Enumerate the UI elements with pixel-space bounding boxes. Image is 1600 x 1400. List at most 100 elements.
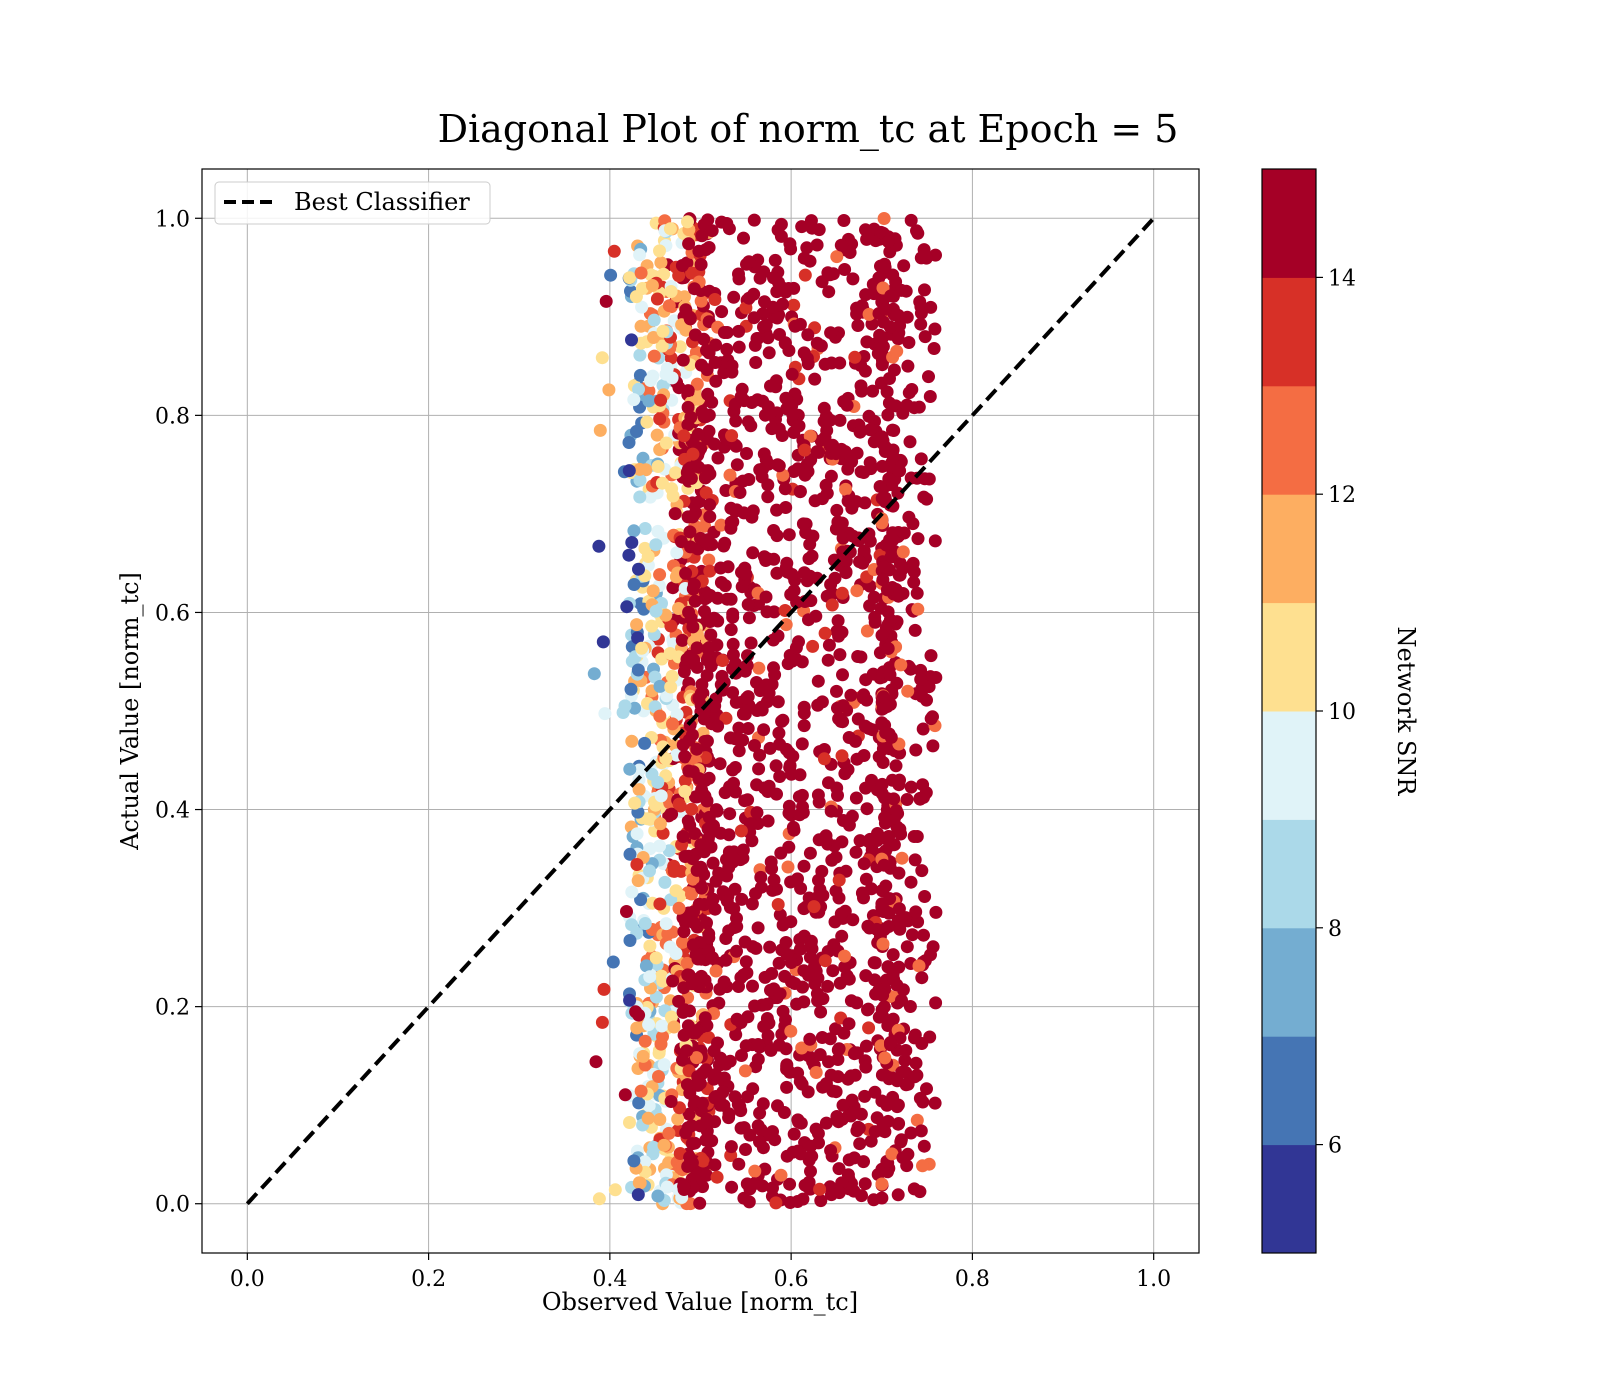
scatter-point — [817, 401, 831, 415]
scatter-point — [694, 358, 708, 372]
scatter-point — [747, 1177, 761, 1191]
scatter-point — [868, 956, 882, 970]
scatter-point — [855, 384, 869, 398]
scatter-point — [742, 611, 756, 625]
scatter-point — [831, 1043, 845, 1057]
scatter-point — [902, 336, 916, 349]
scatter-point — [726, 637, 740, 651]
scatter-point — [719, 953, 733, 967]
scatter-point — [664, 619, 678, 633]
scatter-point — [714, 518, 728, 532]
scatter-point — [803, 846, 817, 860]
scatter-point — [770, 311, 784, 325]
scatter-point — [670, 546, 684, 560]
scatter-point — [908, 853, 922, 867]
scatter-point — [880, 583, 894, 597]
scatter-point — [738, 935, 752, 949]
scatter-point — [664, 1095, 678, 1108]
scatter-point — [825, 356, 838, 370]
scatter-point — [784, 242, 798, 256]
scatter-point — [846, 272, 860, 286]
scatter-point — [724, 592, 738, 606]
scatter-point — [851, 650, 865, 663]
scatter-point — [818, 954, 832, 968]
scatter-point — [803, 429, 817, 443]
scatter-point — [659, 752, 673, 766]
scatter-point — [900, 310, 914, 324]
scatter-point — [780, 1080, 794, 1094]
colorbar-label: Network SNR — [1392, 627, 1420, 797]
chart-title: Diagonal Plot of norm_tc at Epoch = 5 — [438, 107, 1179, 152]
scatter-point — [598, 707, 612, 721]
scatter-point — [699, 751, 713, 765]
scatter-point — [831, 614, 845, 628]
scatter-point — [690, 1051, 703, 1065]
scatter-point — [851, 1120, 865, 1134]
scatter-point — [829, 1085, 843, 1099]
scatter-point — [681, 215, 694, 229]
scatter-point — [832, 891, 846, 905]
scatter-point — [820, 834, 834, 848]
scatter-point — [821, 653, 835, 667]
scatter-point — [847, 1106, 860, 1120]
scatter-point — [704, 628, 718, 642]
scatter-point — [685, 887, 698, 901]
scatter-point — [923, 390, 937, 403]
scatter-point — [832, 1186, 846, 1200]
scatter-point — [894, 1133, 908, 1147]
scatter-point — [805, 1149, 819, 1163]
scatter-point — [741, 722, 755, 735]
x-tick-label: 0.4 — [592, 1267, 627, 1292]
scatter-point — [708, 1115, 722, 1129]
scatter-point — [926, 739, 940, 753]
scatter-point — [838, 949, 851, 963]
scatter-point — [876, 756, 890, 769]
scatter-point — [642, 394, 656, 408]
scatter-point — [657, 1138, 671, 1152]
scatter-point — [714, 576, 728, 589]
scatter-point — [918, 330, 932, 344]
scatter-point — [774, 846, 788, 860]
scatter-point — [643, 970, 657, 984]
legend-box — [214, 181, 491, 225]
scatter-point — [638, 736, 652, 750]
scatter-point — [866, 384, 880, 398]
scatter-point — [647, 313, 661, 327]
y-axis-label: Actual Value [norm_tc] — [116, 572, 144, 851]
scatter-point — [726, 607, 740, 621]
scatter-point — [690, 742, 704, 756]
scatter-point — [853, 1137, 867, 1151]
scatter-point — [867, 590, 881, 604]
scatter-point — [876, 331, 890, 344]
scatter-point — [783, 761, 797, 775]
scatter-point — [834, 714, 848, 728]
scatter-point — [890, 1100, 904, 1114]
scatter-point — [719, 484, 733, 497]
scatter-point — [908, 623, 922, 637]
scatter-point — [728, 882, 742, 896]
scatter-point — [654, 256, 668, 270]
scatter-point — [834, 520, 848, 534]
scatter-point — [705, 395, 719, 409]
scatter-point — [748, 999, 762, 1013]
scatter-point — [700, 1168, 714, 1182]
scatter-point — [683, 1157, 697, 1171]
scatter-point — [780, 1149, 794, 1163]
scatter-point — [811, 698, 825, 712]
scatter-point — [808, 372, 822, 386]
scatter-point — [757, 781, 771, 795]
scatter-point — [911, 532, 925, 546]
scatter-point — [698, 604, 711, 618]
scatter-point — [773, 987, 787, 1001]
y-tick-label: 0.2 — [155, 996, 190, 1021]
scatter-point — [790, 595, 804, 609]
scatter-point — [903, 1000, 917, 1013]
scatter-point — [785, 367, 799, 381]
scatter-point — [859, 673, 873, 687]
scatter-point — [877, 212, 891, 225]
scatter-point — [772, 726, 786, 740]
colorbar-segment — [1262, 927, 1316, 1037]
scatter-point — [759, 678, 773, 692]
scatter-point — [733, 486, 747, 499]
scatter-point — [684, 540, 697, 554]
